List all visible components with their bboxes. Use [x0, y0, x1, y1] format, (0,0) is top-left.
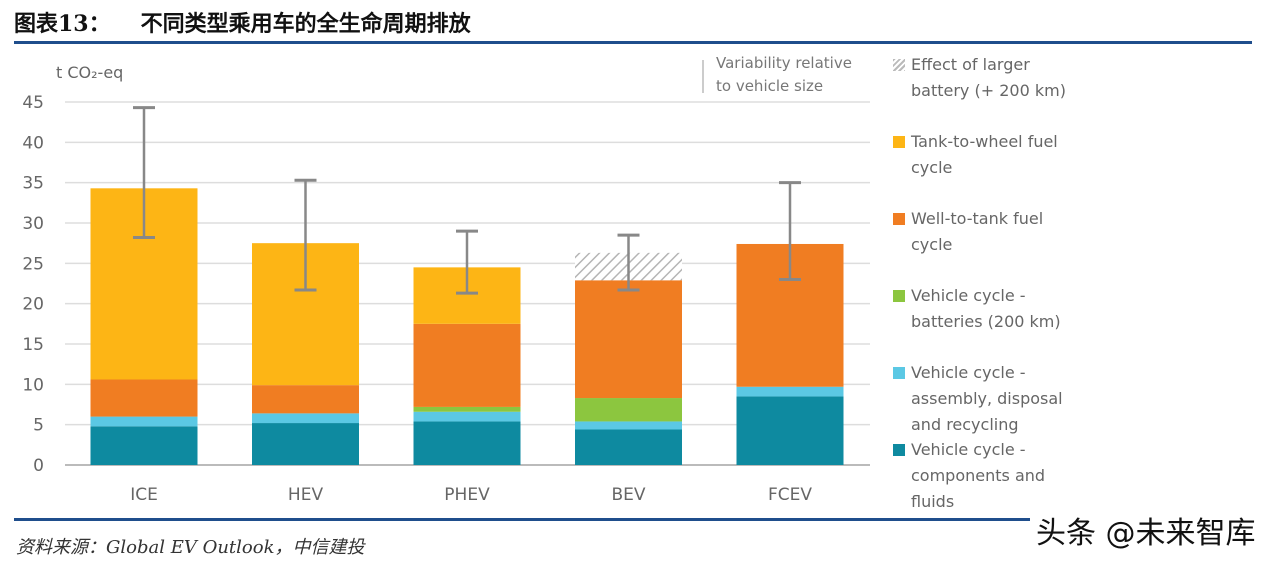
error-bar-legend-label: Variability relative to vehicle size — [716, 54, 852, 95]
bar-segment — [252, 385, 359, 414]
x-tick-label: PHEV — [444, 485, 490, 505]
bar-segment — [252, 413, 359, 424]
y-tick-label: 30 — [22, 214, 44, 234]
bar-segment — [575, 398, 682, 422]
source-note: 资料来源：Global EV Outlook，中信建投 — [16, 537, 365, 558]
watermark: 头条 @未来智库 — [1030, 508, 1262, 552]
figure-title: 图表13： 不同类型乘用车的全生命周期排放 — [14, 6, 471, 38]
y-tick-label: 15 — [22, 335, 44, 355]
bottom-divider — [14, 518, 1044, 521]
bar-segment — [413, 406, 521, 412]
y-tick-label: 10 — [22, 375, 44, 395]
bar-segment — [90, 416, 198, 427]
y-axis-label: t CO₂-eq — [56, 63, 123, 82]
bar-segment — [252, 423, 359, 465]
bar-segment — [90, 379, 198, 417]
bar-segment — [413, 411, 521, 422]
bar-segment — [575, 280, 682, 399]
legend-swatch — [893, 213, 905, 225]
legend-label: Well-to-tank fuel cycle — [911, 209, 1044, 254]
legend-label: Effect of larger battery (+ 200 km) — [911, 55, 1066, 100]
bar-segment — [413, 323, 521, 407]
legend-label: Tank-to-wheel fuel cycle — [911, 132, 1058, 177]
legend-item: Vehicle cycle - components and fluids — [893, 437, 1045, 515]
legend-item: Well-to-tank fuel cycle — [893, 206, 1043, 258]
legend-label: Vehicle cycle - components and fluids — [911, 440, 1046, 511]
chart-title: 不同类型乘用车的全生命周期排放 — [140, 11, 471, 37]
bar-segment — [90, 426, 198, 465]
x-tick-label: HEV — [288, 485, 324, 505]
x-tick-label: BEV — [611, 485, 645, 505]
legend-swatch — [893, 136, 905, 148]
error-bar-legend: Variability relative to vehicle size — [702, 54, 852, 95]
bar-segment — [575, 429, 682, 465]
bar-segment — [413, 421, 521, 465]
legend-item: Vehicle cycle - assembly, disposal and r… — [893, 360, 1063, 438]
legend-item: Tank-to-wheel fuel cycle — [893, 129, 1058, 181]
figure-label: 图表13： — [14, 11, 111, 37]
y-tick-label: 25 — [22, 254, 44, 274]
y-tick-label: 45 — [22, 93, 44, 113]
legend-item: Effect of larger battery (+ 200 km) — [893, 52, 1066, 104]
legend-swatch — [893, 290, 905, 302]
y-tick-label: 5 — [33, 416, 44, 436]
legend-swatch — [893, 367, 905, 379]
x-tick-label: FCEV — [768, 485, 812, 505]
y-tick-label: 35 — [22, 174, 44, 194]
legend-swatch — [893, 59, 905, 71]
y-tick-label: 40 — [22, 133, 44, 153]
legend-label: Vehicle cycle - assembly, disposal and r… — [911, 363, 1063, 434]
legend-label: Vehicle cycle - batteries (200 km) — [911, 286, 1061, 331]
bar-segment — [736, 396, 844, 465]
bar-segment — [575, 421, 682, 430]
x-tick-label: ICE — [130, 485, 158, 505]
y-tick-label: 0 — [33, 456, 44, 476]
bar-segment — [736, 386, 844, 397]
y-tick-label: 20 — [22, 295, 44, 315]
legend-swatch — [893, 444, 905, 456]
top-divider — [14, 41, 1252, 44]
legend-item: Vehicle cycle - batteries (200 km) — [893, 283, 1061, 335]
